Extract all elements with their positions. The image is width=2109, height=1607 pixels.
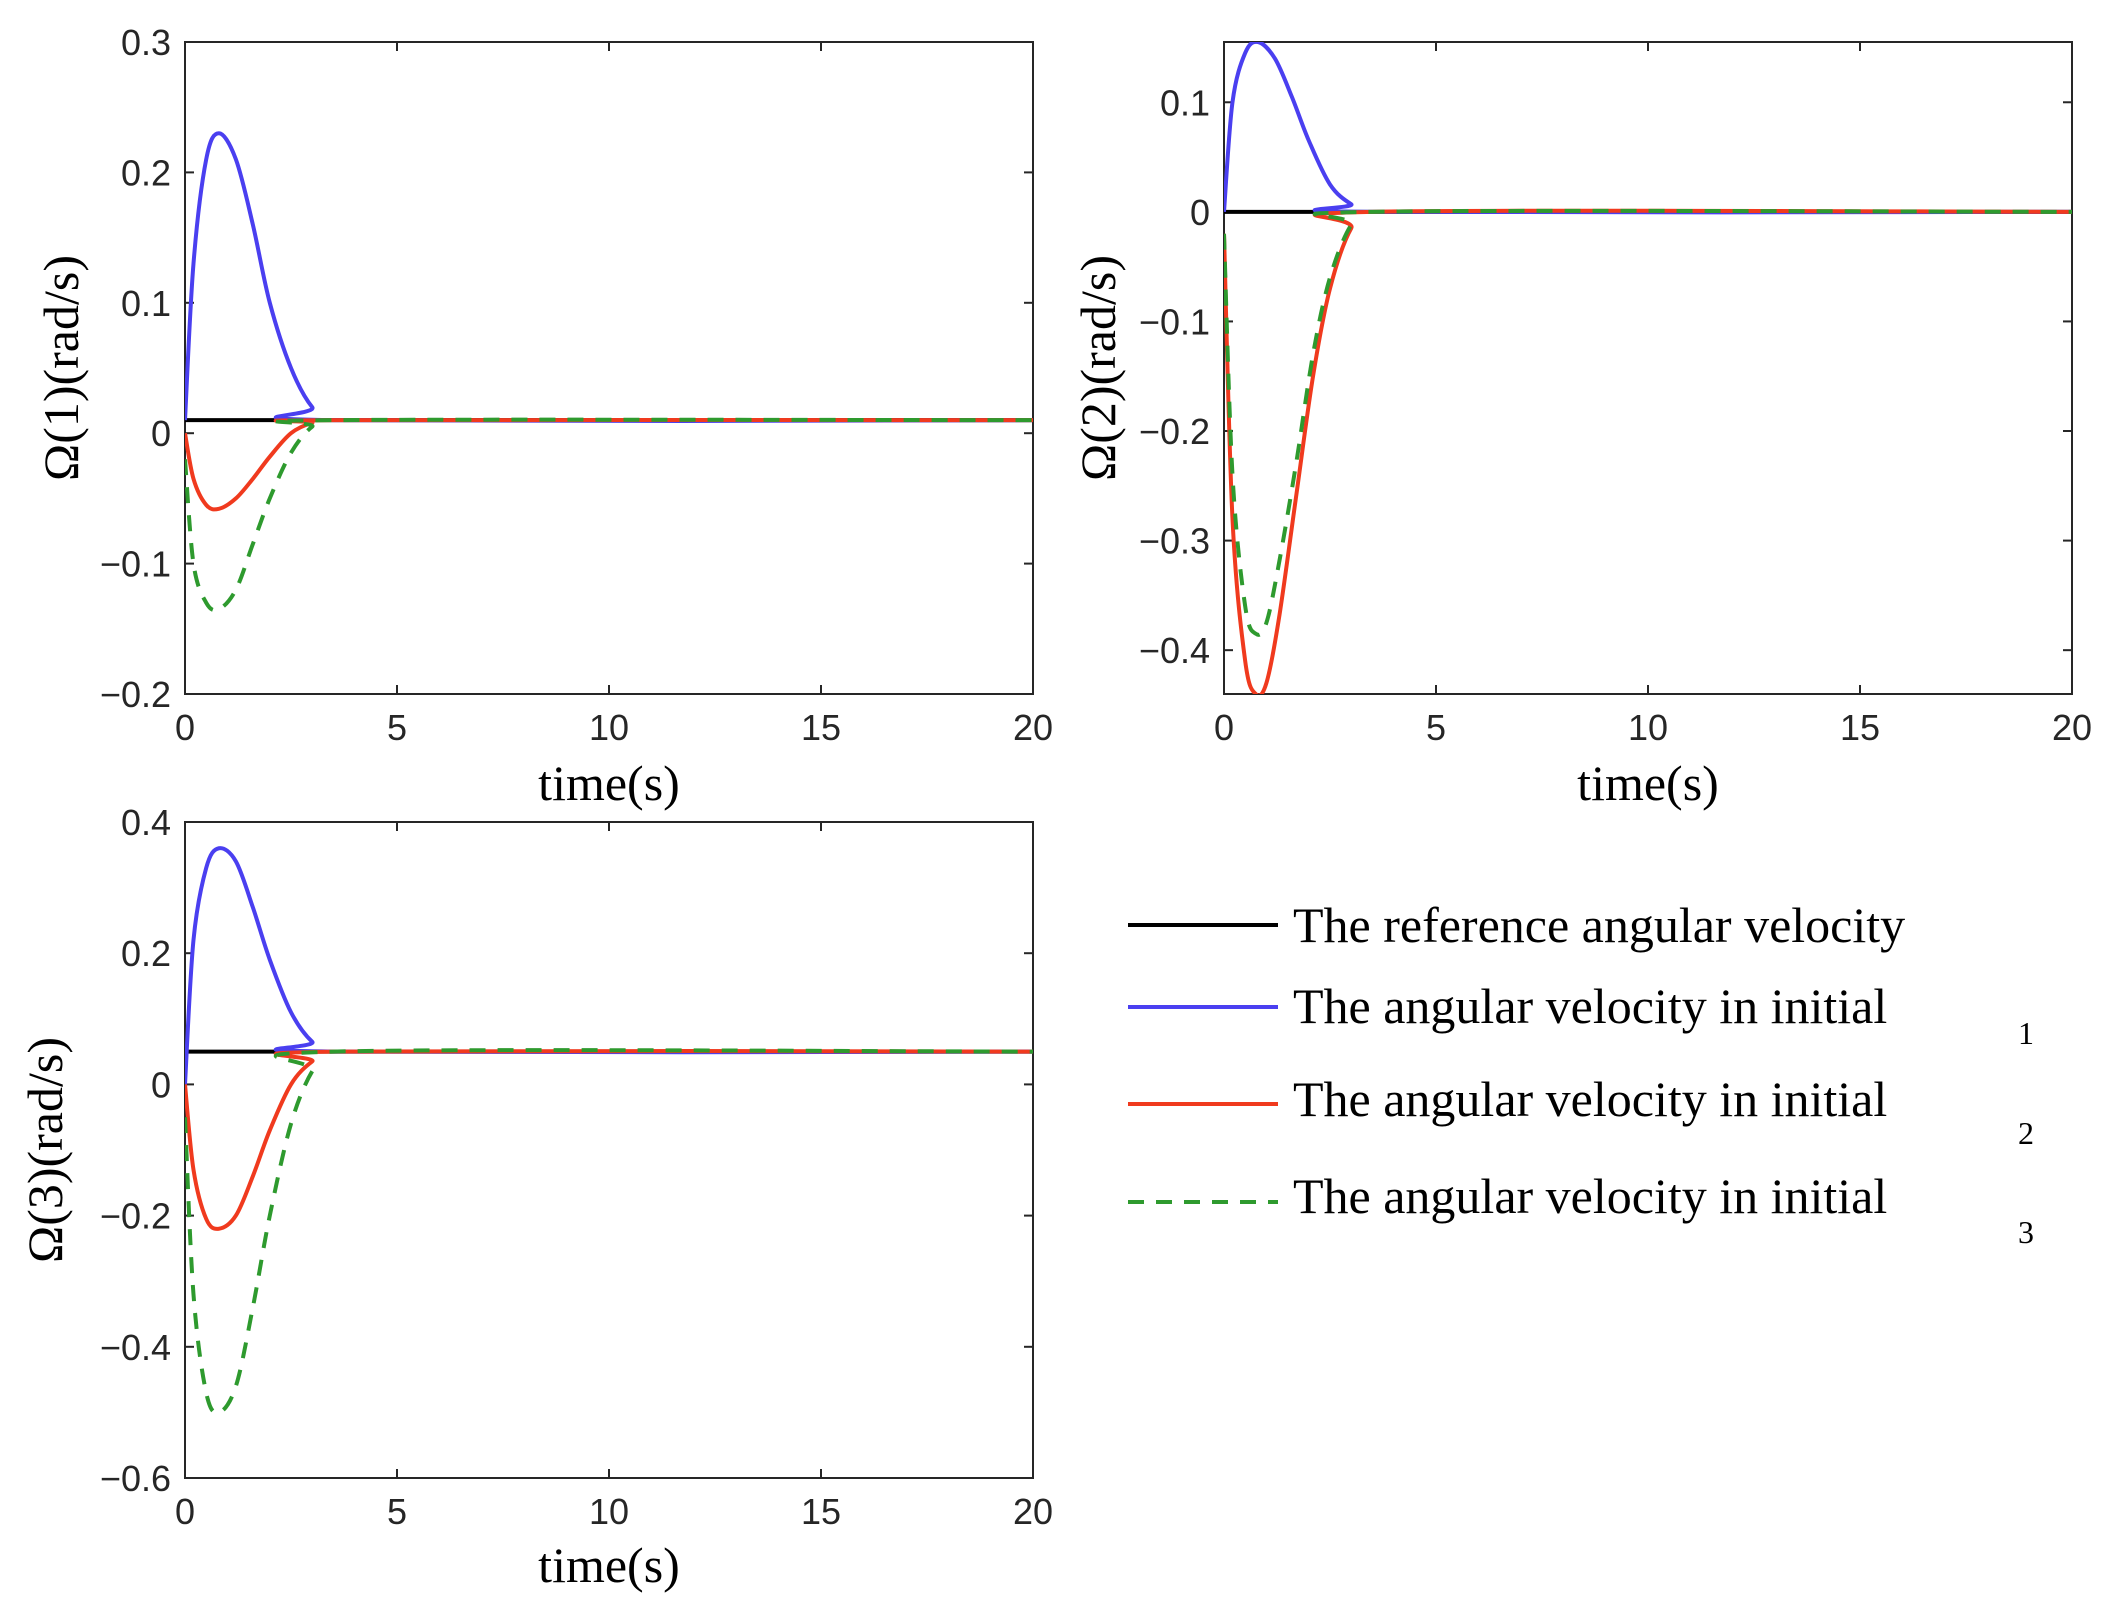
subplot-omega2: 0 5 10 15 20 −0.4 −0.3 −0.2 −0.1 0 0.1 time(s) Ω(2… [1070,41,2092,811]
y-tick-label: −0.2 [100,674,171,715]
x-tick-label: 15 [801,707,841,748]
y-axis-label-omega1: Ω(1)(rad/s) [33,255,89,481]
y-axis-label-omega3: Ω(3)(rad/s) [17,1037,73,1263]
legend-entry-initial-2: The angular velocity in initial 2 [1128,1071,2034,1151]
series-line-initial-3 [185,417,1033,613]
legend-subscript-initial-1: 1 [2018,1015,2034,1051]
x-axis-label-omega3: time(s) [538,1537,680,1593]
ticks-omega1: 0 5 10 15 20 −0.2 −0.1 0 0.1 0.2 0.3 [100,22,1053,748]
series-line-initial-1 [1224,42,2072,215]
ticks-omega3: 0 5 10 15 20 −0.6 −0.4 −0.2 0 0.2 0.4 [100,802,1053,1532]
legend-label-initial-1: The angular velocity in initial [1293,978,1887,1034]
series-line-initial-2 [185,1048,1033,1231]
y-tick-label: −0.1 [100,544,171,585]
series-line-initial-1 [185,131,1033,424]
y-tick-label: −0.2 [1139,411,1210,452]
y-tick-label: 0.4 [121,802,171,843]
y-tick-label: 0 [1190,192,1210,233]
series-omega1 [185,131,1033,613]
series-line-initial-2 [185,417,1033,512]
series-line-initial-3 [185,1048,1033,1415]
x-tick-label: 0 [175,1491,195,1532]
x-tick-label: 10 [589,1491,629,1532]
y-tick-label: 0 [151,413,171,454]
series-line-initial-1 [185,846,1033,1085]
legend-subscript-initial-3: 3 [2018,1214,2034,1250]
legend-text-initial-3: The angular velocity in initial [1293,1168,1887,1224]
x-tick-label: 20 [2052,707,2092,748]
y-tick-label: 0.1 [121,283,171,324]
y-tick-label: 0.2 [121,933,171,974]
series-omega3 [185,846,1033,1415]
legend: The reference angular velocity The angul… [1128,897,2034,1250]
x-tick-label: 20 [1013,707,1053,748]
legend-text-initial-2: The angular velocity in initial [1293,1071,1887,1127]
legend-text-initial-1: The angular velocity in initial [1293,978,1887,1034]
y-axis-label-omega2: Ω(2)(rad/s) [1070,255,1126,481]
y-tick-label: 0.1 [1160,82,1210,123]
y-tick-label: 0 [151,1064,171,1105]
x-tick-label: 5 [387,707,407,748]
y-tick-label: −0.4 [100,1327,171,1368]
plot-area-omega2 [1223,41,2073,695]
x-tick-label: 0 [1214,707,1234,748]
y-tick-label: 0.3 [121,22,171,63]
y-tick-label: −0.2 [100,1196,171,1237]
series-line-initial-3 [1224,208,2072,637]
legend-label-initial-3: The angular velocity in initial [1293,1168,1887,1224]
series-omega2 [1224,42,2072,694]
subplot-omega1: 0 5 10 15 20 −0.2 −0.1 0 0.1 0.2 0.3 time(s) Ω(1)(… [33,22,1053,811]
ticks-omega2: 0 5 10 15 20 −0.4 −0.3 −0.2 −0.1 0 0.1 [1139,42,2092,748]
y-tick-label: −0.6 [100,1458,171,1499]
x-tick-label: 10 [589,707,629,748]
legend-entry-reference: The reference angular velocity [1128,897,1905,953]
series-line-initial-2 [1224,208,2072,694]
x-axis-label-omega1: time(s) [538,755,680,811]
legend-subscript-initial-2: 2 [2018,1115,2034,1151]
x-axis-label-omega2: time(s) [1577,755,1719,811]
legend-label-reference: The reference angular velocity [1293,897,1905,953]
legend-text-reference: The reference angular velocity [1293,897,1905,953]
x-tick-label: 5 [1426,707,1446,748]
x-tick-label: 0 [175,707,195,748]
x-tick-label: 20 [1013,1491,1053,1532]
y-tick-label: −0.3 [1139,521,1210,562]
legend-label-initial-2: The angular velocity in initial [1293,1071,1887,1127]
y-tick-label: −0.4 [1139,630,1210,671]
y-tick-label: −0.1 [1139,301,1210,342]
legend-entry-initial-3: The angular velocity in initial 3 [1128,1168,2034,1250]
x-tick-label: 15 [1840,707,1880,748]
x-tick-label: 15 [801,1491,841,1532]
plot-area-omega1 [184,41,1034,695]
x-tick-label: 10 [1628,707,1668,748]
y-tick-label: 0.2 [121,152,171,193]
x-tick-label: 5 [387,1491,407,1532]
legend-entry-initial-1: The angular velocity in initial 1 [1128,978,2034,1051]
subplot-omega3: 0 5 10 15 20 −0.6 −0.4 −0.2 0 0.2 0.4 time(s) Ω(3)… [17,802,1053,1593]
plot-area-omega3 [184,821,1034,1479]
